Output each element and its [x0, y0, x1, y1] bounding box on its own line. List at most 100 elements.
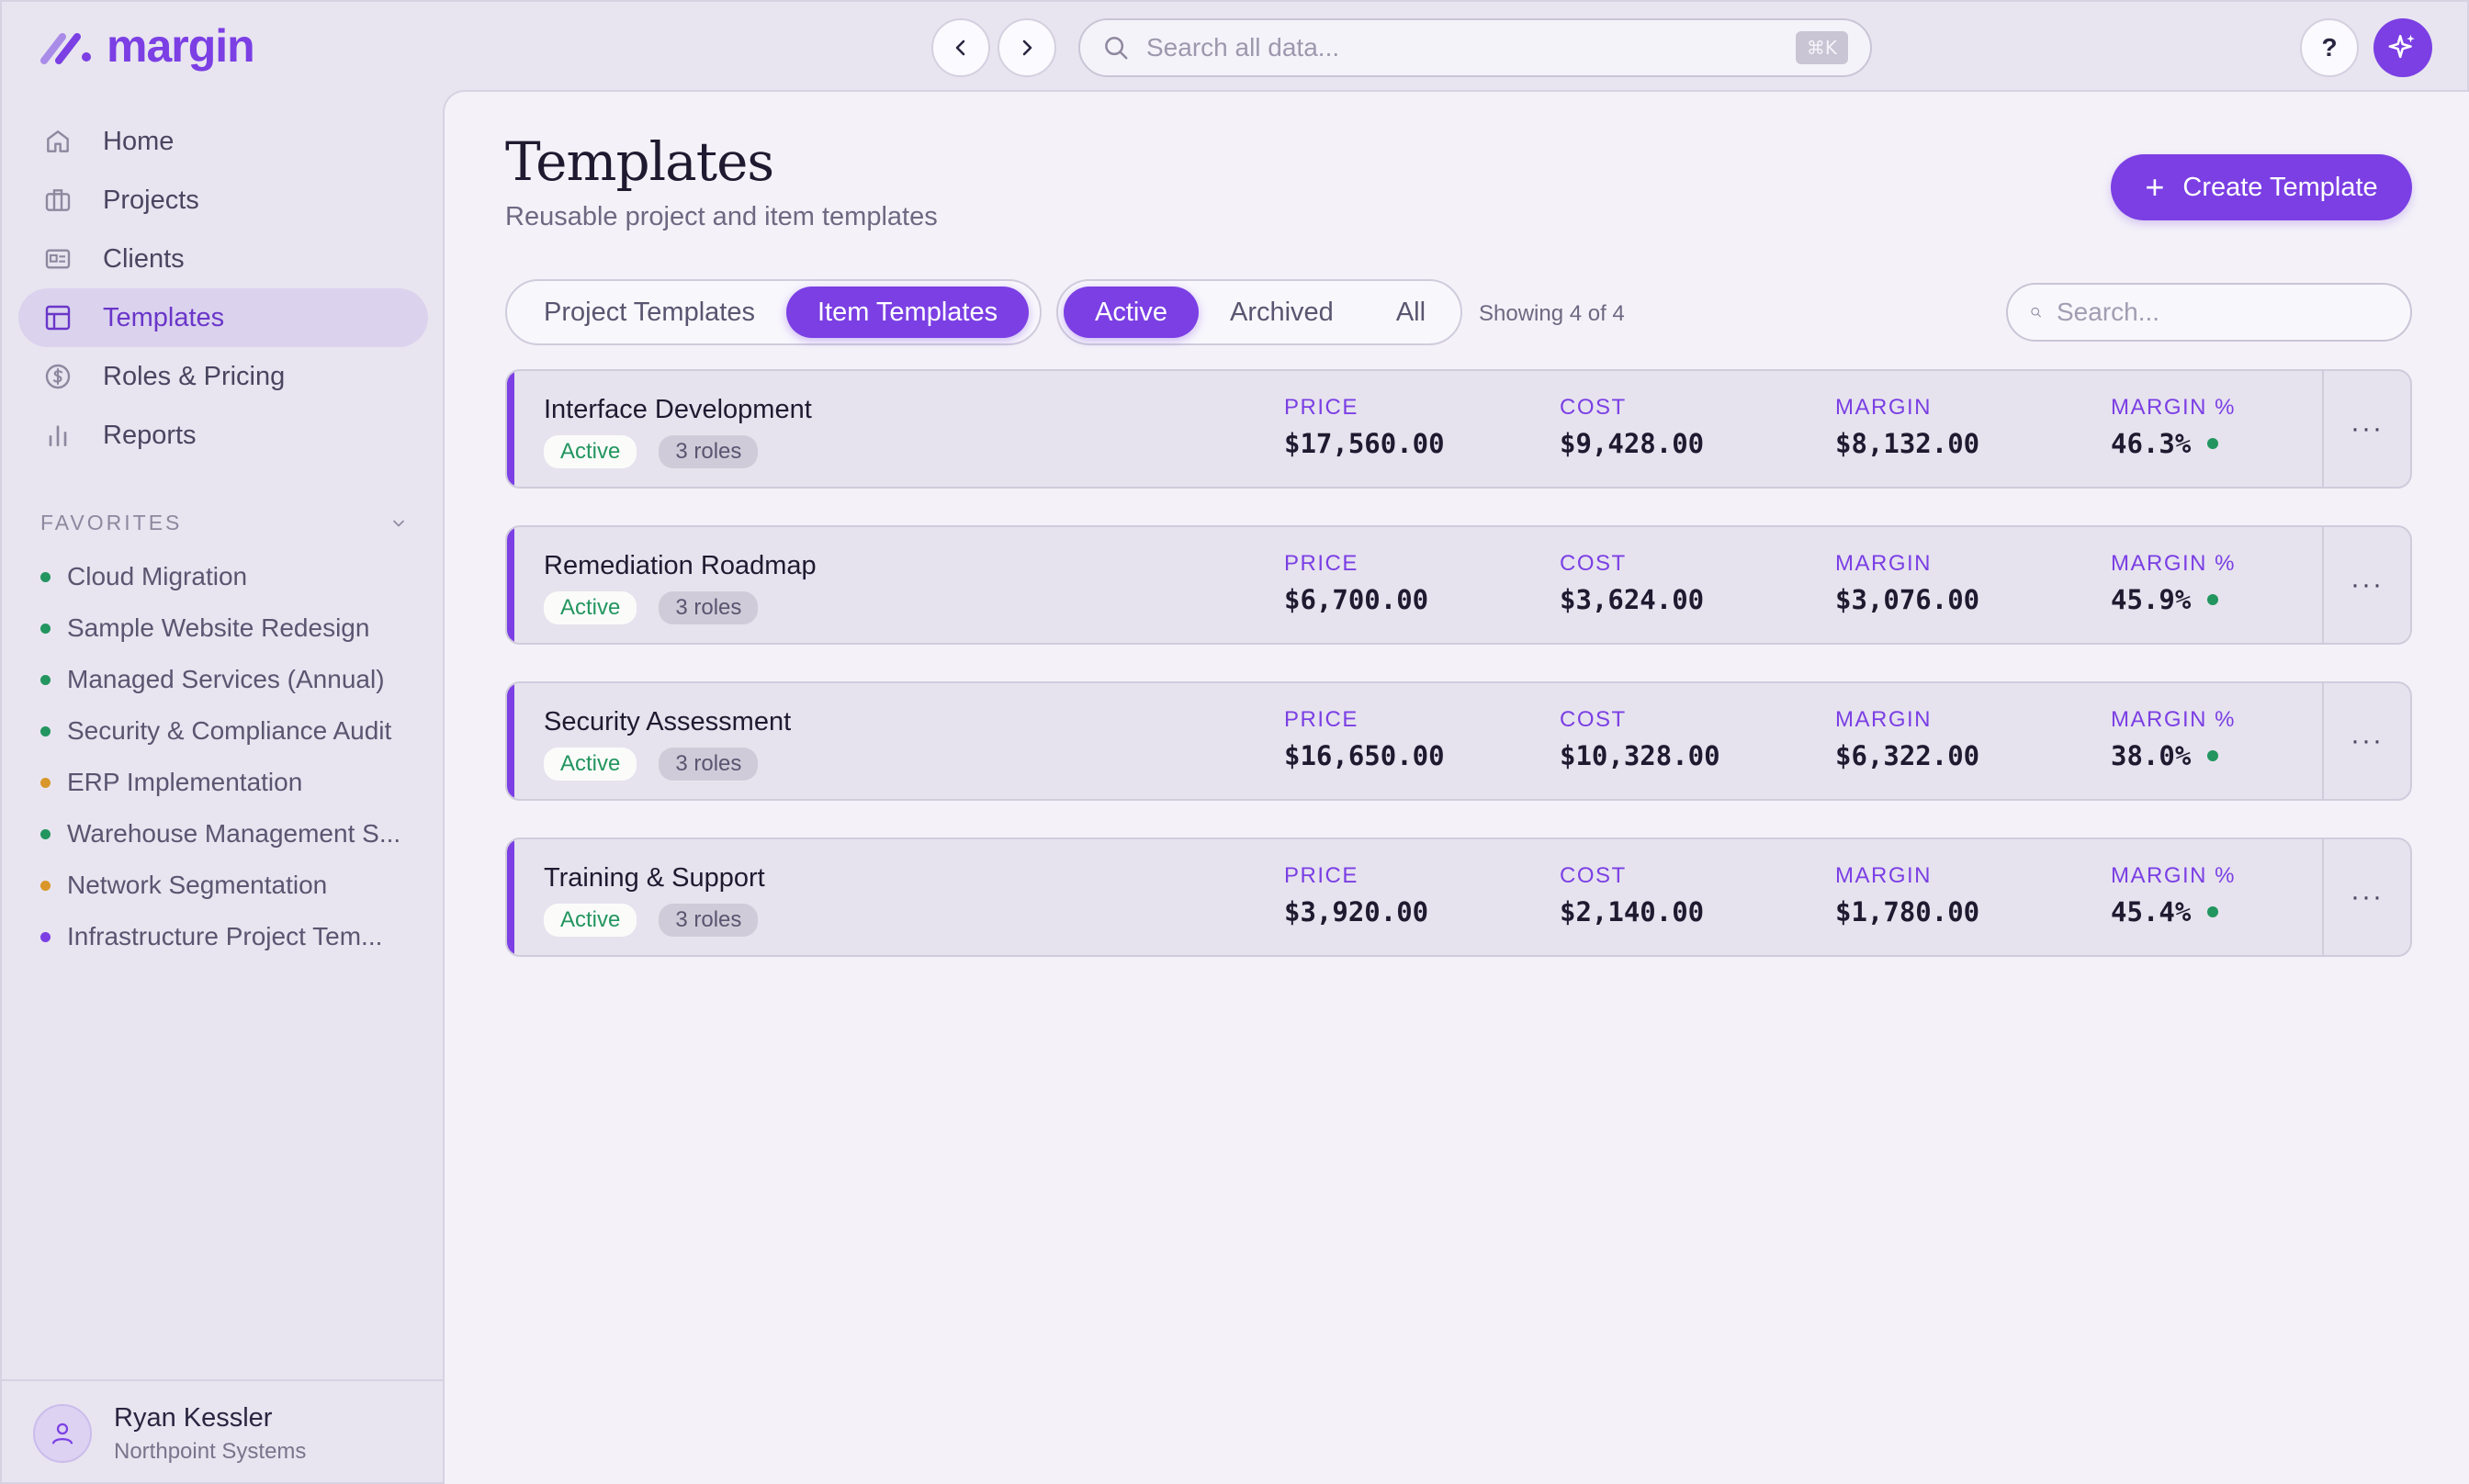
- forward-button[interactable]: [998, 18, 1056, 77]
- favorite-item[interactable]: Cloud Migration: [40, 562, 247, 591]
- template-name: Remediation Roadmap: [544, 551, 817, 580]
- avatar: [33, 1404, 92, 1463]
- global-search[interactable]: ⌘K: [1078, 18, 1872, 77]
- sidebar-item-label: Projects: [103, 185, 199, 215]
- user-profile[interactable]: Ryan Kessler Northpoint Systems: [2, 1379, 443, 1484]
- favorite-item[interactable]: ERP Implementation: [40, 768, 302, 797]
- ellipsis-icon: ···: [2351, 725, 2384, 756]
- template-card[interactable]: Remediation Roadmap Active 3 roles PRICE…: [505, 525, 2412, 645]
- brand-logo[interactable]: margin: [39, 20, 255, 72]
- roles-badge: 3 roles: [659, 748, 759, 781]
- margin-pct-row: 45.4%: [2111, 896, 2236, 928]
- global-search-input[interactable]: [1146, 33, 1796, 62]
- template-card[interactable]: Security Assessment Active 3 roles PRICE…: [505, 681, 2412, 801]
- cost-label: COST: [1560, 863, 1627, 888]
- search-shortcut-hint: ⌘K: [1795, 31, 1848, 64]
- favorites-label: FAVORITES: [40, 511, 183, 534]
- sidebar: Home Projects Clients Templates Roles & …: [2, 90, 443, 1484]
- template-card[interactable]: Training & Support Active 3 roles PRICE …: [505, 838, 2412, 957]
- id-card-icon: [42, 243, 73, 275]
- sidebar-item-home[interactable]: Home: [18, 112, 428, 171]
- price-metric: PRICE $17,560.00: [1284, 395, 1445, 459]
- margin-label: MARGIN: [1835, 863, 1932, 888]
- cost-value: $3,624.00: [1560, 584, 1705, 615]
- margin-label: MARGIN: [1835, 707, 1932, 732]
- favorite-label: Managed Services (Annual): [67, 665, 385, 693]
- template-name: Security Assessment: [544, 707, 792, 736]
- more-options-button[interactable]: ···: [2322, 527, 2410, 643]
- favorite-item[interactable]: Warehouse Management S...: [40, 819, 400, 849]
- favorite-label: Sample Website Redesign: [67, 613, 370, 642]
- status-dot: [40, 828, 51, 839]
- margin-value: $6,322.00: [1835, 740, 1980, 771]
- create-template-label: Create Template: [2182, 172, 2378, 202]
- margin-pct-label: MARGIN %: [2111, 707, 2237, 732]
- favorites-header[interactable]: FAVORITES: [40, 511, 408, 535]
- page-subtitle: Reusable project and item templates: [505, 202, 938, 231]
- template-search-input[interactable]: [2057, 298, 2388, 327]
- health-dot: [2207, 750, 2219, 761]
- health-dot: [2207, 594, 2219, 605]
- roles-badge: 3 roles: [659, 435, 759, 468]
- favorite-item[interactable]: Managed Services (Annual): [40, 665, 385, 694]
- top-bar: margin ⌘K ?: [2, 2, 2469, 90]
- favorite-label: Security & Compliance Audit: [67, 716, 392, 745]
- create-template-button[interactable]: + Create Template: [2111, 154, 2412, 220]
- favorite-label: ERP Implementation: [67, 768, 303, 796]
- sidebar-item-templates[interactable]: Templates: [18, 288, 428, 347]
- margin-value: $8,132.00: [1835, 428, 1980, 459]
- sparkle-icon: [2388, 34, 2415, 59]
- cost-label: COST: [1560, 707, 1627, 732]
- margin-pct-row: 45.9%: [2111, 584, 2236, 615]
- ai-assistant-button[interactable]: [2373, 18, 2432, 77]
- favorite-item[interactable]: Security & Compliance Audit: [40, 716, 391, 746]
- price-label: PRICE: [1284, 863, 1359, 888]
- sidebar-item-projects[interactable]: Projects: [18, 171, 428, 230]
- price-metric: PRICE $16,650.00: [1284, 707, 1445, 771]
- more-options-button[interactable]: ···: [2322, 839, 2410, 955]
- more-options-button[interactable]: ···: [2322, 683, 2410, 799]
- template-name: Interface Development: [544, 395, 812, 424]
- back-button[interactable]: [931, 18, 990, 77]
- card-accent: [507, 839, 514, 955]
- chevron-left-icon: [955, 39, 965, 56]
- sidebar-item-label: Reports: [103, 420, 197, 450]
- status-badge: Active: [544, 591, 637, 624]
- sidebar-item-label: Roles & Pricing: [103, 361, 286, 391]
- tab-item-templates[interactable]: Item Templates: [785, 287, 1030, 338]
- price-label: PRICE: [1284, 551, 1359, 576]
- favorite-item[interactable]: Sample Website Redesign: [40, 613, 369, 643]
- price-metric: PRICE $3,920.00: [1284, 863, 1428, 928]
- layout-icon: [42, 302, 73, 333]
- tab-project-templates[interactable]: Project Templates: [544, 297, 755, 327]
- help-button[interactable]: ?: [2300, 18, 2359, 77]
- status-filter-toggle: Active Archived All: [1056, 279, 1462, 345]
- margin-metric: MARGIN $6,322.00: [1835, 707, 1979, 771]
- margin-label: MARGIN: [1835, 395, 1932, 420]
- template-name: Training & Support: [544, 863, 765, 893]
- filter-active[interactable]: Active: [1064, 287, 1199, 338]
- user-org: Northpoint Systems: [114, 1438, 307, 1464]
- margin-pct-label: MARGIN %: [2111, 551, 2237, 576]
- sidebar-item-roles-pricing[interactable]: Roles & Pricing: [18, 347, 428, 406]
- margin-pct-metric: MARGIN % 46.3%: [2111, 395, 2236, 459]
- price-metric: PRICE $6,700.00: [1284, 551, 1428, 615]
- margin-pct-value: 46.3%: [2111, 428, 2192, 459]
- template-search[interactable]: [2006, 283, 2412, 342]
- sidebar-item-clients[interactable]: Clients: [18, 230, 428, 288]
- chevron-down-icon[interactable]: [389, 514, 408, 533]
- search-icon: [1105, 37, 1128, 60]
- margin-metric: MARGIN $3,076.00: [1835, 551, 1979, 615]
- price-value: $17,560.00: [1284, 428, 1445, 459]
- favorite-item[interactable]: Infrastructure Project Tem...: [40, 922, 382, 951]
- margin-pct-row: 46.3%: [2111, 428, 2236, 459]
- more-options-button[interactable]: ···: [2322, 371, 2410, 487]
- user-name: Ryan Kessler: [114, 1402, 273, 1433]
- template-card[interactable]: Interface Development Active 3 roles PRI…: [505, 369, 2412, 489]
- margin-pct-value: 45.9%: [2111, 584, 2192, 615]
- sidebar-item-reports[interactable]: Reports: [18, 406, 428, 465]
- favorite-item[interactable]: Network Segmentation: [40, 871, 327, 900]
- filter-all[interactable]: All: [1395, 297, 1426, 327]
- price-value: $3,920.00: [1284, 896, 1429, 928]
- filter-archived[interactable]: Archived: [1229, 297, 1334, 327]
